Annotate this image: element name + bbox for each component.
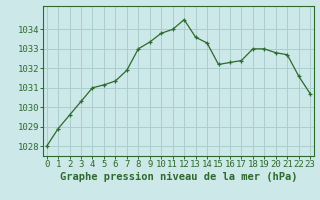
- X-axis label: Graphe pression niveau de la mer (hPa): Graphe pression niveau de la mer (hPa): [60, 172, 297, 182]
